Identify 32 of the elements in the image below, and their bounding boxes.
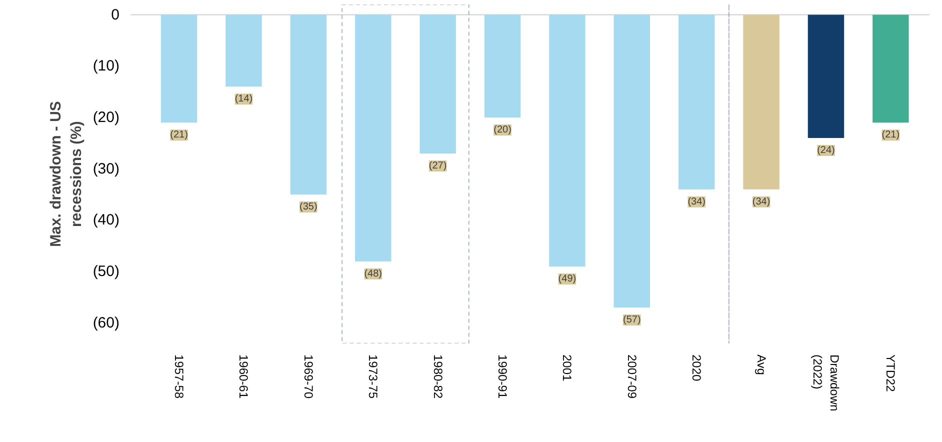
data-label: (34) bbox=[752, 196, 770, 208]
y-tick-label: (40) bbox=[92, 212, 120, 229]
y-tick-label: (50) bbox=[92, 263, 120, 280]
data-label: (49) bbox=[558, 273, 576, 284]
data-label: (14) bbox=[234, 94, 253, 105]
x-tick-label: 2001 bbox=[560, 354, 574, 382]
y-tick-label: (30) bbox=[92, 160, 120, 178]
x-tick-label: Drawdown (2022) bbox=[810, 354, 842, 412]
data-label: (27) bbox=[428, 160, 447, 172]
x-tick-label: YTD22 bbox=[884, 354, 898, 392]
data-label: (20) bbox=[494, 124, 512, 136]
y-tick-label: (20) bbox=[92, 109, 120, 126]
y-tick-label: 0 bbox=[111, 6, 120, 24]
data-label: (24) bbox=[817, 145, 835, 156]
data-label: (35) bbox=[300, 202, 318, 213]
data-label: (21) bbox=[882, 130, 900, 141]
x-tick-label: 1973-75 bbox=[366, 354, 380, 399]
y-axis-title: Max. drawdown - US recessions (%) bbox=[47, 101, 85, 247]
y-tick-label: (60) bbox=[92, 314, 120, 332]
x-tick-label: 1969-70 bbox=[301, 354, 316, 399]
x-tick-label: 2020 bbox=[690, 354, 704, 382]
data-label: (34) bbox=[688, 196, 706, 208]
data-label: (57) bbox=[623, 314, 641, 326]
x-tick-label: 2007-09 bbox=[624, 354, 639, 399]
x-tick-label: 1957-58 bbox=[172, 354, 186, 399]
x-tick-label: Avg bbox=[754, 354, 768, 375]
y-tick-label: (10) bbox=[92, 58, 120, 75]
x-tick-label: 1980-82 bbox=[430, 354, 445, 399]
data-label: (48) bbox=[364, 268, 382, 280]
x-tick-label: 1990-91 bbox=[496, 354, 510, 399]
data-label: (21) bbox=[170, 130, 188, 141]
x-tick-label: 1960-61 bbox=[236, 354, 251, 399]
